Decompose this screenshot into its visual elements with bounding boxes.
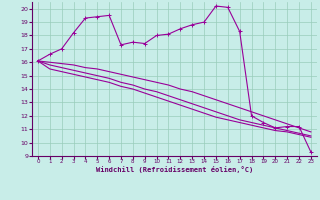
X-axis label: Windchill (Refroidissement éolien,°C): Windchill (Refroidissement éolien,°C) bbox=[96, 166, 253, 173]
